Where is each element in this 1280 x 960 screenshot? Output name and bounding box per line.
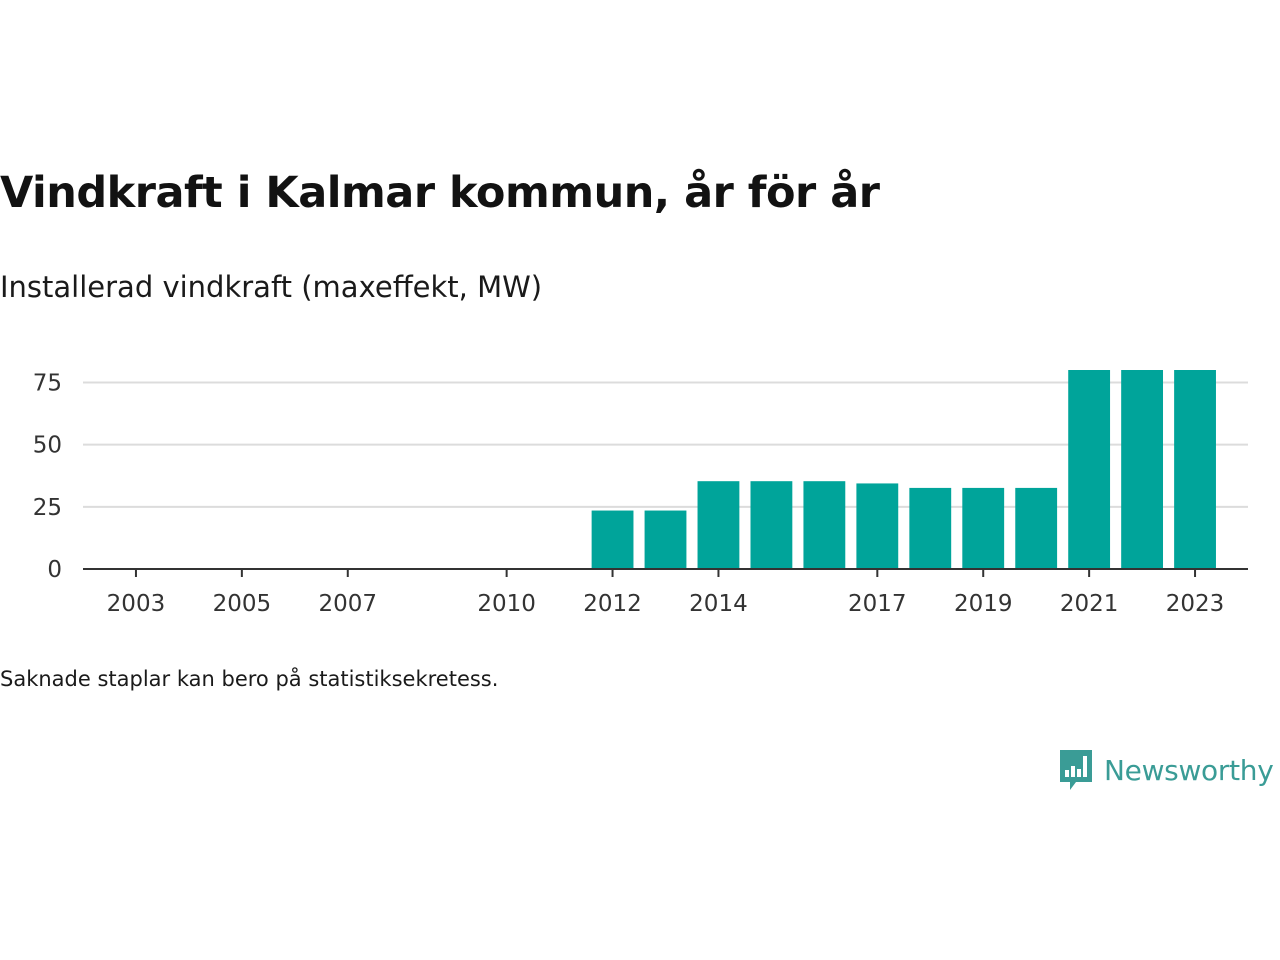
x-tick-label: 2021 (1060, 591, 1119, 617)
x-tick-label: 2023 (1166, 591, 1225, 617)
newsworthy-bar-chart-icon (1060, 750, 1092, 790)
bar-chart: 0 25 50 75 2003 2005 2007 2010 2012 2014 2017 2019 2… (33, 370, 1248, 617)
bar-2018 (909, 487, 952, 569)
bar-2015 (750, 481, 793, 569)
bar-2023 (1174, 370, 1216, 569)
y-tick-label: 0 (47, 557, 62, 583)
bars (591, 370, 1216, 569)
x-tick-label: 2019 (954, 591, 1013, 617)
x-tick-label: 2005 (213, 591, 272, 617)
x-tick-label: 2007 (318, 591, 377, 617)
footnote: Saknade staplar kan bero på statistiksek… (0, 667, 499, 691)
bar-2021 (1068, 370, 1111, 569)
logo-text: Newsworthy (1104, 753, 1274, 787)
bar-2013 (644, 510, 687, 569)
y-tick-label: 25 (33, 495, 62, 521)
newsworthy-logo: Newsworthy (1058, 748, 1274, 792)
x-tick-label: 2003 (107, 591, 166, 617)
y-tick-label: 50 (33, 433, 62, 459)
y-tick-label: 75 (33, 370, 62, 396)
bar-2016 (803, 481, 846, 569)
x-tick-label: 2017 (848, 591, 907, 617)
bar-2022 (1121, 370, 1164, 569)
bar-2012 (591, 510, 634, 569)
chart-subtitle: Installerad vindkraft (maxeffekt, MW) (0, 270, 543, 304)
x-tick-label: 2010 (477, 591, 536, 617)
chart-title: Vindkraft i Kalmar kommun, år för år (0, 168, 880, 218)
x-tick-label: 2014 (689, 591, 748, 617)
x-tick-label: 2012 (583, 591, 642, 617)
bar-2017 (856, 483, 899, 569)
axes: 0 25 50 75 2003 2005 2007 2010 2012 2014 2017 2019 2… (33, 370, 1248, 617)
bar-2020 (1015, 487, 1058, 569)
bar-2014 (697, 481, 740, 569)
bar-2019 (962, 487, 1005, 569)
